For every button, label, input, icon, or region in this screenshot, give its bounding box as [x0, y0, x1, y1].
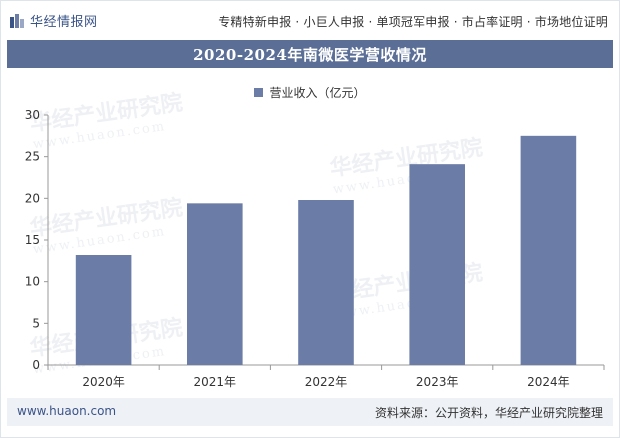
- x-tick-label: 2020年: [82, 375, 125, 389]
- y-tick-label: 30: [25, 108, 40, 122]
- logo-icon: [10, 13, 24, 28]
- bar: [520, 135, 577, 365]
- title-bar: 2020-2024年南微医学营收情况: [7, 40, 613, 68]
- bar: [298, 200, 354, 365]
- bar: [75, 255, 132, 365]
- y-tick-label: 0: [32, 358, 40, 372]
- footer-url[interactable]: www.huaon.com: [17, 404, 117, 418]
- x-tick-label: 2022年: [305, 375, 348, 389]
- x-tick-label: 2021年: [194, 375, 237, 389]
- legend-label: 营业收入（亿元）: [269, 86, 366, 100]
- y-tick-label: 25: [25, 150, 40, 164]
- y-tick-label: 5: [32, 316, 40, 330]
- footer-source: 资料来源：公开资料，华经产业研究院整理: [374, 406, 603, 420]
- y-tick-label: 20: [25, 191, 40, 205]
- x-tick-label: 2023年: [416, 375, 459, 389]
- legend: 营业收入（亿元）: [0, 84, 620, 101]
- legend-swatch: [254, 88, 264, 97]
- y-tick-label: 10: [25, 275, 40, 289]
- services-list[interactable]: 专精特新申报 · 小巨人申报 · 单项冠军申报 · 市占率证明 · 市场地位证明: [218, 15, 608, 29]
- chart-title: 2020-2024年南微医学营收情况: [193, 45, 427, 64]
- y-tick-label: 15: [25, 233, 40, 247]
- top-bar: 华经情报网 专精特新申报 · 小巨人申报 · 单项冠军申报 · 市占率证明 · …: [0, 0, 620, 40]
- logo-text: 华经情报网: [30, 15, 98, 30]
- bar: [409, 164, 465, 365]
- logo[interactable]: 华经情报网: [10, 11, 98, 30]
- bar: [187, 203, 243, 365]
- footer: www.huaon.com 资料来源：公开资料，华经产业研究院整理: [7, 398, 613, 426]
- x-tick-label: 2024年: [527, 375, 570, 389]
